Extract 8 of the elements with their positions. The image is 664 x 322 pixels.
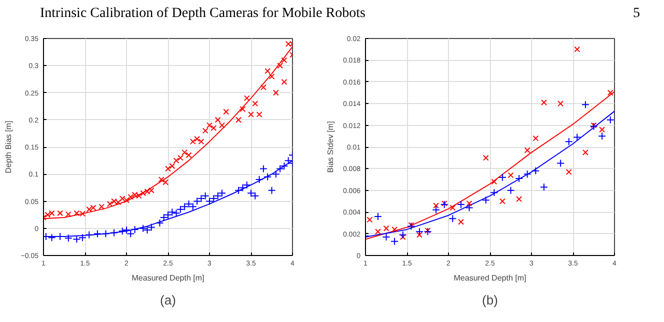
text: (a) <box>160 292 176 308</box>
text: 5 <box>633 5 640 23</box>
text: (b) <box>482 292 498 308</box>
text: Intrinsic Calibration of Depth Cameras for Mobile Robots <box>40 5 366 23</box>
y-axis-title: Depth Bias [m] <box>4 120 13 174</box>
x-axis-title: Measured Depth [m] <box>132 274 204 282</box>
y-axis-title: Bias Stdev [m] <box>326 121 335 173</box>
x-axis-title: Measured Depth [m] <box>454 274 526 282</box>
